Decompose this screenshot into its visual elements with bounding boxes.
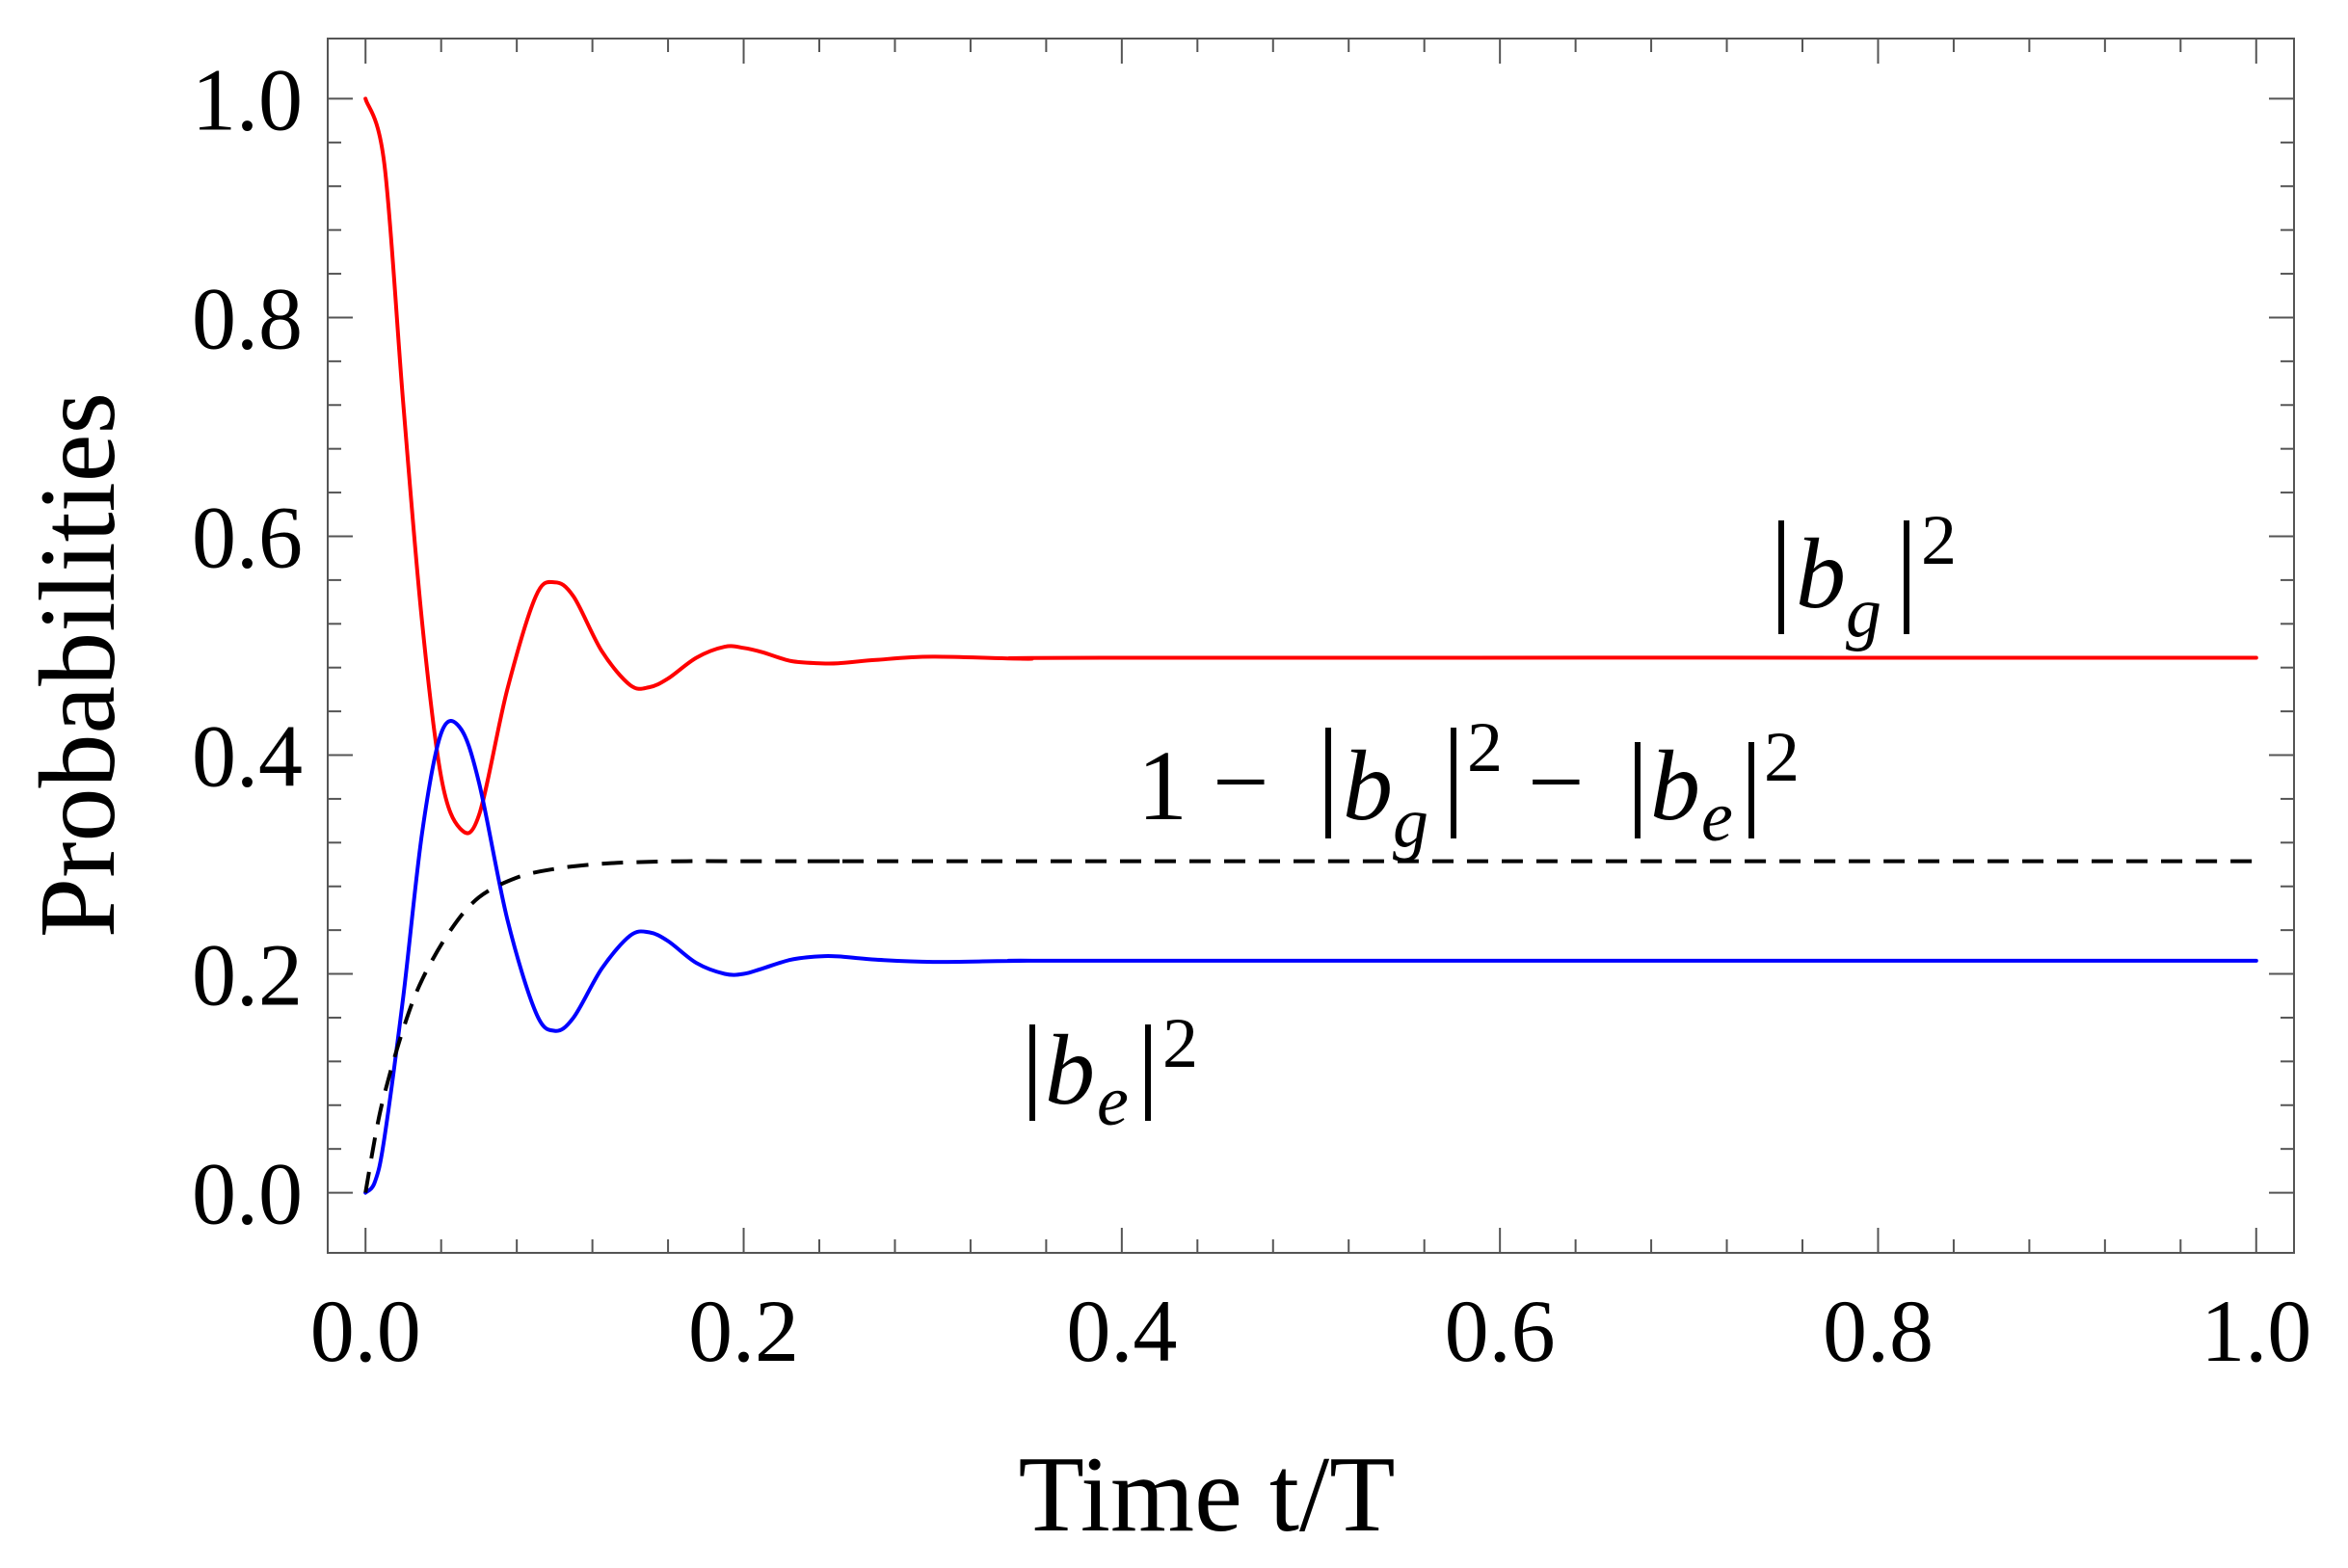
tick-labels: 0.0 0.2 0.4 0.6 0.8 1.0 0.0 0.2 0.4 0.6 0.8 1.0 <box>192 50 2311 1380</box>
annotation-remainder-be-sub: e <box>1701 778 1733 857</box>
annotation-bg-sub: g <box>1846 573 1881 652</box>
y-tick-label: 0.6 <box>192 488 303 586</box>
series-lines <box>363 96 2258 1195</box>
annotation-bg-squared: b g 2 <box>1778 501 1957 652</box>
annotation-remainder: 1 − b g 2 − b e 2 <box>1137 708 1800 863</box>
x-tick-label: 0.2 <box>688 1282 799 1380</box>
x-tick-label: 0.4 <box>1066 1282 1177 1380</box>
annotation-remainder-bg-base: b <box>1343 731 1393 841</box>
annotation-remainder-one: 1 <box>1137 731 1187 841</box>
y-tick-label: 0.2 <box>192 926 303 1024</box>
abs-bar-left <box>1778 520 1784 634</box>
abs-bar-left-2 <box>1635 742 1641 838</box>
abs-bar-right-2 <box>1748 742 1754 838</box>
annotation-remainder-bg-sub: g <box>1393 784 1428 863</box>
annotation-bg-sup: 2 <box>1921 501 1957 580</box>
abs-bar-left <box>1029 1024 1035 1121</box>
y-tick-label: 0.4 <box>192 707 303 806</box>
y-axis-title: Probabilities <box>18 392 138 938</box>
abs-bar-right <box>1904 520 1909 634</box>
plot-frame <box>327 38 2295 1254</box>
y-tick-label: 0.0 <box>192 1145 303 1243</box>
annotation-remainder-minus-1: − <box>1213 727 1269 837</box>
y-tick-label: 0.8 <box>192 269 303 367</box>
annotation-remainder-sup-1: 2 <box>1467 708 1503 787</box>
annotation-remainder-sup-2: 2 <box>1764 718 1800 797</box>
x-tick-label: 0.8 <box>1823 1282 1934 1380</box>
annotation-remainder-minus-2: − <box>1528 727 1585 837</box>
x-tick-label: 0.6 <box>1445 1282 1556 1380</box>
abs-bar-left-1 <box>1325 728 1331 838</box>
x-axis-title: Time t/T <box>1018 1435 1395 1555</box>
annotation-bg-base: b <box>1796 518 1846 629</box>
annotation-be-sup: 2 <box>1162 1004 1198 1083</box>
series-line-remainder <box>363 859 2256 1193</box>
axis-ticks <box>328 39 2294 1253</box>
series-line-bg-squared <box>363 96 2258 836</box>
annotation-be-base: b <box>1045 1015 1095 1126</box>
x-tick-label: 0.0 <box>310 1282 421 1380</box>
annotation-be-squared: b e 2 <box>1029 1004 1198 1141</box>
annotation-be-sub: e <box>1097 1062 1129 1141</box>
abs-bar-right-1 <box>1451 728 1456 838</box>
x-tick-label: 1.0 <box>2201 1282 2311 1380</box>
abs-bar-right <box>1145 1024 1151 1121</box>
y-tick-label: 1.0 <box>192 50 303 148</box>
series-line-be-squared <box>363 719 2258 1195</box>
annotation-remainder-be-base: b <box>1650 731 1700 841</box>
